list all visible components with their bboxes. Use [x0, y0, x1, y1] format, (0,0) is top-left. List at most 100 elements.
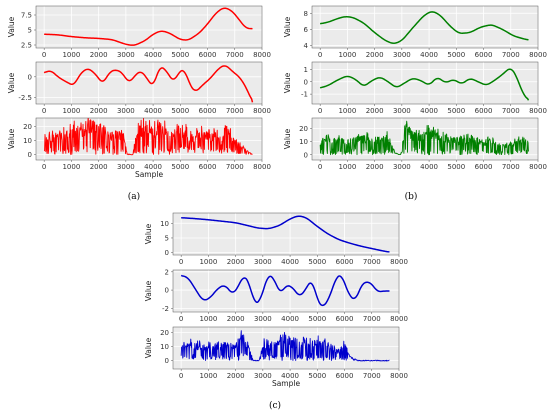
x-tick-label: 1000	[199, 372, 217, 380]
panel-label: (c)	[269, 400, 281, 411]
x-tick-label: 6000	[336, 372, 354, 380]
subplot-2-1: 0 1000 2000 3000 4000 5000 6000 7000 8000 4 6 8 Valu…	[283, 5, 547, 59]
x-tick-label: 4000	[144, 107, 162, 115]
chart-panel-2: 0 1000 2000 3000 4000 5000 6000 7000 8000468Valu…	[283, 5, 547, 202]
x-tick-label: 5000	[171, 107, 189, 115]
x-tick-label: 3000	[117, 51, 135, 59]
x-tick-label: 2000	[90, 51, 108, 59]
x-tick-label: 8000	[253, 51, 271, 59]
y-axis-label: Value	[283, 128, 292, 149]
x-tick-label: 0	[179, 315, 183, 323]
x-tick-label: 1000	[199, 258, 217, 266]
subplot-1-2: 0 1000 2000 3000 4000 5000 6000 7000 8000 -2.5 0 Va…	[7, 61, 271, 115]
chart-panel-1: 0 1000 2000 3000 4000 5000 6000 7000 80002.557.5…	[7, 5, 271, 202]
y-tick-label: 8	[304, 10, 308, 18]
x-tick-label: 4000	[420, 163, 438, 171]
x-tick-label: 5000	[308, 258, 326, 266]
series-line	[181, 215, 390, 253]
axes-frame	[35, 61, 263, 105]
x-axis-label: Sample	[135, 170, 164, 179]
x-tick-label: 2000	[366, 107, 384, 115]
y-axis-label: Value	[144, 337, 153, 358]
x-tick-label: 8000	[253, 107, 271, 115]
x-tick-label: 3000	[393, 51, 411, 59]
x-tick-label: 3000	[254, 372, 272, 380]
x-tick-label: 0	[318, 163, 322, 171]
x-tick-label: 7000	[363, 315, 381, 323]
x-tick-label: 1000	[338, 107, 356, 115]
x-tick-label: 2000	[227, 372, 245, 380]
y-axis-label: Value	[7, 16, 16, 37]
x-tick-label: 0	[179, 372, 183, 380]
x-tick-label: 8000	[390, 258, 408, 266]
x-tick-label: 2000	[90, 163, 108, 171]
series-line	[319, 120, 529, 156]
x-tick-label: 5000	[171, 163, 189, 171]
axes-frame	[172, 269, 400, 313]
subplot-3-2: 0 1000 2000 3000 4000 5000 6000 7000 8000 -2 0 2 Val…	[144, 268, 408, 323]
y-tick-label: 10	[160, 220, 169, 228]
y-tick-label: 20	[299, 125, 308, 133]
y-axis-label: Value	[283, 72, 292, 93]
y-tick-label: 0	[28, 151, 32, 159]
y-axis-label: Value	[144, 280, 153, 301]
y-tick-label: 2	[165, 268, 169, 276]
y-tick-label: 0	[304, 78, 308, 86]
x-tick-label: 8000	[529, 107, 547, 115]
subplot-3-3: 0 1000 2000 3000 4000 5000 6000 7000 8000 0 10 20 Va…	[144, 326, 408, 380]
x-tick-label: 5000	[447, 163, 465, 171]
series-line	[43, 118, 253, 156]
x-tick-label: 7000	[502, 163, 520, 171]
x-tick-label: 5000	[447, 107, 465, 115]
x-tick-label: 6000	[475, 107, 493, 115]
x-tick-label: 4000	[144, 51, 162, 59]
x-tick-label: 0	[318, 107, 322, 115]
x-tick-label: 1000	[62, 163, 80, 171]
x-tick-label: 6000	[199, 107, 217, 115]
y-tick-label: 0	[165, 287, 169, 295]
plot-background	[173, 270, 399, 312]
x-tick-label: 0	[318, 51, 322, 59]
panel-label: (b)	[405, 191, 418, 202]
x-tick-label: 1000	[199, 315, 217, 323]
x-tick-label: 6000	[336, 258, 354, 266]
y-tick-label: 10	[299, 138, 308, 146]
x-tick-label: 3000	[393, 163, 411, 171]
y-tick-label: 0	[165, 357, 169, 365]
x-tick-label: 6000	[475, 51, 493, 59]
x-tick-label: 4000	[420, 107, 438, 115]
y-tick-label: 10	[160, 343, 169, 351]
x-axis-label: Sample	[272, 379, 301, 388]
x-tick-label: 2000	[90, 107, 108, 115]
x-tick-label: 5000	[171, 51, 189, 59]
x-tick-label: 8000	[253, 163, 271, 171]
x-tick-label: 5000	[308, 315, 326, 323]
x-tick-label: 2000	[366, 163, 384, 171]
x-tick-label: 1000	[62, 51, 80, 59]
x-tick-label: 4000	[144, 163, 162, 171]
axes-frame	[172, 212, 400, 256]
x-tick-label: 7000	[502, 107, 520, 115]
x-tick-label: 0	[42, 163, 46, 171]
x-tick-label: 0	[42, 51, 46, 59]
x-tick-label: 7000	[363, 372, 381, 380]
y-tick-label: 7.5	[21, 12, 32, 20]
subplot-2-2: 0 1000 2000 3000 4000 5000 6000 7000 8000 -1 0 1 Val…	[283, 61, 547, 115]
y-axis-label: Value	[283, 16, 292, 37]
x-tick-label: 0	[179, 258, 183, 266]
subplot-3-1: 0 1000 2000 3000 4000 5000 6000 7000 8000 0 5 10 Val…	[144, 212, 408, 266]
x-tick-label: 8000	[529, 163, 547, 171]
y-axis-label: Value	[7, 72, 16, 93]
series-line	[180, 274, 390, 307]
x-tick-label: 7000	[502, 51, 520, 59]
y-tick-label: 10	[23, 137, 32, 145]
axes-frame	[311, 117, 539, 161]
x-tick-label: 5000	[447, 51, 465, 59]
x-tick-label: 1000	[338, 51, 356, 59]
x-tick-label: 3000	[117, 107, 135, 115]
x-tick-label: 4000	[281, 258, 299, 266]
y-tick-label: 2.5	[21, 42, 32, 50]
x-tick-label: 4000	[281, 372, 299, 380]
